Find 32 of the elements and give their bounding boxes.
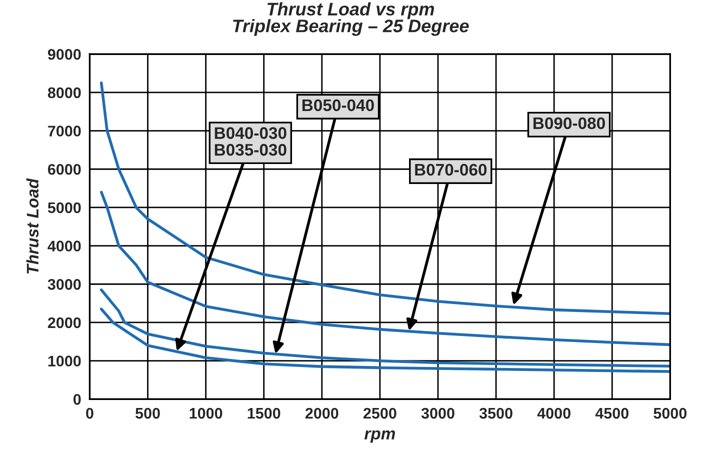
- y-tick-label: 4000: [48, 240, 81, 252]
- x-tick-label: 4000: [537, 408, 570, 419]
- y-tick-label: 7000: [48, 126, 81, 136]
- line-series: [100, 81, 670, 316]
- x-tick-label: 2500: [363, 408, 396, 419]
- x-axis-title: rpm: [364, 430, 395, 443]
- annotation: B040-030 B035-030: [214, 127, 286, 156]
- y-tick-label: 3000: [48, 279, 81, 290]
- x-tick-label: 3000: [421, 408, 454, 419]
- x-tick-label: 500: [135, 408, 160, 419]
- x-tick-label: 5000: [654, 408, 687, 419]
- x-tick-label: 1500: [248, 408, 280, 419]
- y-tick-label: 9000: [48, 48, 81, 60]
- chart-title: Thrust Load vs rpm Triplex Bearing – 25 Degree: [233, 2, 469, 36]
- y-tick-label: 0: [74, 394, 81, 405]
- y-tick-label: 5000: [48, 202, 81, 214]
- x-tick-label: 3500: [479, 408, 512, 419]
- y-tick-label: 1000: [48, 356, 81, 366]
- x-tick-label: 4500: [595, 408, 628, 419]
- y-tick-label: 6000: [48, 164, 81, 175]
- line-series: [100, 190, 670, 346]
- annotation: B090-080: [534, 117, 605, 130]
- x-tick-label: 1000: [190, 408, 222, 419]
- y-axis-title: Thrust Load: [26, 178, 39, 274]
- annotation: B070-060: [415, 164, 487, 176]
- y-tick-label: 8000: [48, 87, 81, 98]
- line-series: [100, 308, 670, 373]
- x-tick-label: 0: [86, 408, 94, 419]
- line-series: [100, 288, 670, 368]
- x-tick-label: 2000: [305, 408, 338, 419]
- y-tick-label: 2000: [48, 317, 81, 328]
- annotation: B050-040: [302, 99, 374, 112]
